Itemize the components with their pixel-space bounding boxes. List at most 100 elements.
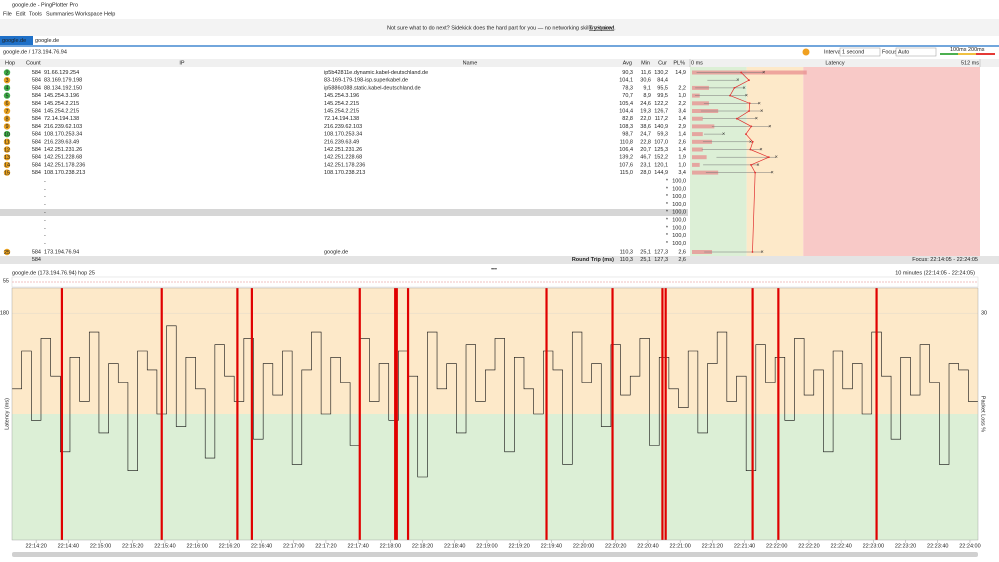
x-tick-label: 22:22:00	[766, 543, 787, 549]
zone-warn	[746, 67, 804, 256]
host-name: 145.254.3.196	[324, 93, 359, 99]
avg: 90,3	[622, 70, 633, 76]
pl: 1,4	[678, 132, 686, 138]
hop-number: 6	[5, 101, 8, 107]
cur-marker: ×	[770, 170, 773, 176]
hop-number: 25	[4, 250, 10, 256]
x-tick-label: 22:21:00	[669, 543, 690, 549]
avg: 82,8	[622, 116, 633, 122]
ip: 91.66.129.254	[44, 70, 79, 76]
x-tick-label: 22:19:00	[476, 543, 497, 549]
avg-line	[729, 72, 770, 253]
ip: 216.239.63.49	[44, 139, 79, 145]
hop-badge	[3, 146, 11, 153]
min: 9,1	[643, 85, 651, 91]
ip: 108.170.253.34	[44, 132, 82, 138]
window-title: google.de - PingPlotter Pro	[12, 2, 78, 8]
hop-badge	[3, 100, 11, 107]
host-name: ip5b42811e.dynamic.kabel-deutschland.de	[324, 70, 428, 76]
count: 584	[32, 249, 41, 255]
x-tick-label: 22:19:20	[508, 543, 529, 549]
cur: 120,1	[654, 162, 668, 168]
column-header: Latency	[825, 60, 845, 66]
ip: 142.251.228.68	[44, 155, 82, 161]
interval-select[interactable]	[839, 47, 881, 57]
ip: 145.254.2.215	[44, 101, 79, 107]
cur: 127,3	[654, 257, 668, 263]
focus-label: Focus	[882, 49, 897, 55]
cur: 126,7	[654, 108, 668, 114]
count: 584	[32, 132, 41, 138]
loss-bar	[692, 101, 709, 106]
count: 584	[32, 155, 41, 161]
hop-number: 12	[4, 147, 10, 153]
avg: 108,3	[619, 124, 633, 130]
ip: 216.239.62.103	[44, 124, 82, 130]
menu-item[interactable]: Edit	[16, 11, 26, 17]
tab-active[interactable]	[0, 36, 33, 45]
latency-axis-label: 0 ms	[691, 60, 703, 66]
band-good	[12, 414, 978, 540]
cur: *	[666, 194, 669, 200]
host-name: ip5886c088.static.kabel-deutschland.de	[324, 85, 421, 91]
banner-link[interactable]: Try it now!	[589, 25, 615, 31]
pl: 1,0	[678, 162, 686, 168]
min: 24,7	[640, 132, 651, 138]
hop-number: 9	[5, 124, 8, 130]
alert-button[interactable]	[802, 48, 810, 56]
pl: 3,4	[678, 108, 686, 114]
menu-item[interactable]: File	[3, 11, 12, 17]
count: 584	[32, 257, 41, 263]
loss-bar	[692, 132, 703, 137]
x-tick-label: 22:23:40	[927, 543, 948, 549]
hop-badge	[3, 77, 11, 84]
hop-badge	[3, 69, 11, 76]
count: 584	[32, 85, 41, 91]
min: 22,8	[640, 139, 651, 145]
x-tick-label: 22:18:20	[412, 543, 433, 549]
cur-marker: ×	[760, 249, 763, 255]
x-tick-label: 22:22:20	[798, 543, 819, 549]
min: 25,1	[640, 257, 651, 263]
menu-item[interactable]: Help	[104, 11, 115, 17]
x-tick-label: 22:23:20	[895, 543, 916, 549]
graph-title: google.de (173.194.76.94) hop 25	[12, 270, 95, 276]
cur-marker: ×	[775, 155, 778, 161]
x-tick-label: 22:16:00	[186, 543, 207, 549]
ip: -	[44, 202, 46, 208]
menu-item[interactable]: Workspace	[75, 11, 102, 17]
column-header: Hop	[5, 60, 15, 66]
x-tick-label: 22:20:40	[637, 543, 658, 549]
avg: 110,3	[620, 249, 633, 255]
graph-frame	[11, 287, 979, 541]
tab-label[interactable]: google.de	[2, 38, 26, 44]
pl: 2,6	[678, 249, 686, 255]
avg: 98,7	[622, 132, 633, 138]
cur-marker: ×	[768, 124, 771, 130]
x-tick-label: 22:21:20	[702, 543, 723, 549]
cur: 95,5	[657, 85, 668, 91]
pl: 2,2	[678, 101, 686, 107]
column-header: Min	[641, 60, 650, 66]
focus-select[interactable]	[895, 47, 937, 57]
min: 25,1	[640, 249, 651, 255]
pl: 100,0	[672, 186, 686, 192]
ip: -	[44, 178, 46, 184]
loss-bar	[692, 139, 713, 144]
cur: 125,3	[654, 147, 668, 153]
tab-label[interactable]: google.de	[35, 38, 59, 44]
ip: -	[44, 217, 46, 223]
splitter[interactable]: •••	[491, 266, 497, 272]
cur: 99,5	[657, 93, 668, 99]
x-tick-label: 22:20:20	[605, 543, 626, 549]
cur: 140,9	[654, 124, 668, 130]
menu-item[interactable]: Summaries	[46, 11, 74, 17]
scrollbar[interactable]	[12, 552, 978, 557]
ip: 173.194.76.94	[44, 249, 79, 255]
cur-marker: ×	[758, 101, 761, 107]
min: 19,3	[640, 108, 651, 114]
min: 8,9	[643, 93, 651, 99]
menu-item[interactable]: Tools	[29, 11, 42, 17]
loss-bar	[692, 170, 719, 175]
